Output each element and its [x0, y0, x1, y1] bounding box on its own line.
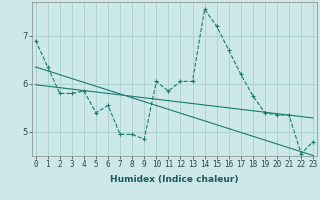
X-axis label: Humidex (Indice chaleur): Humidex (Indice chaleur)	[110, 175, 239, 184]
